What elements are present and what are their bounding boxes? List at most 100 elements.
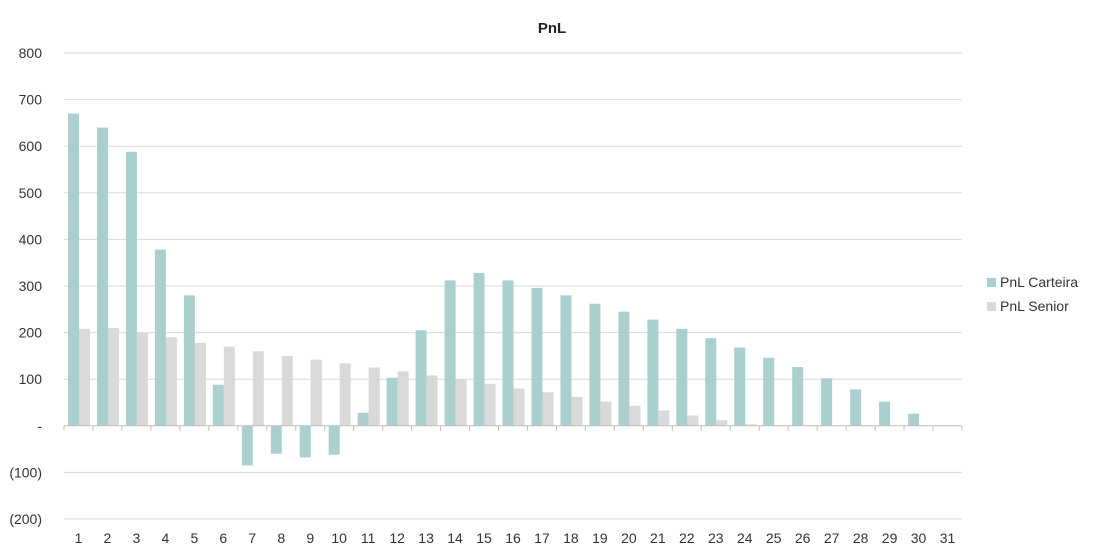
x-tick-label: 10 [331, 530, 347, 546]
bar-senior [194, 342, 206, 426]
x-tick-label: 8 [277, 530, 285, 546]
x-tick-label: 19 [592, 530, 608, 546]
x-tick-label: 13 [418, 530, 434, 546]
y-tick-label: 600 [19, 138, 43, 154]
x-tick-label: 15 [476, 530, 492, 546]
x-tick-label: 24 [737, 530, 753, 546]
bar-carteira [618, 311, 630, 426]
bar-carteira [502, 280, 514, 426]
x-tick-label: 6 [219, 530, 227, 546]
legend-label: PnL Carteira [1000, 274, 1078, 290]
x-tick-label: 2 [104, 530, 112, 546]
bar-carteira [270, 425, 282, 454]
x-axis-ticks: 1 2 3 4 5 6 7 8 9 10 11 12 13 14 15 16 17 18 19 20 21 22 23 24 2… [75, 530, 956, 546]
x-tick-label: 16 [505, 530, 521, 546]
bar-carteira [589, 303, 601, 426]
y-tick-label: 200 [19, 325, 43, 341]
x-tick-label: 4 [161, 530, 169, 546]
x-tick-label: 29 [882, 530, 898, 546]
bar-senior [629, 405, 641, 426]
bar-carteira [357, 412, 369, 426]
bars [68, 113, 920, 466]
bar-senior [745, 424, 757, 426]
bar-carteira [473, 272, 485, 426]
x-tick-label: 5 [190, 530, 198, 546]
x-tick-label: 25 [766, 530, 782, 546]
bar-carteira [647, 319, 659, 426]
bar-senior [716, 420, 728, 426]
bar-carteira [328, 425, 340, 455]
bar-carteira [96, 127, 108, 426]
bar-carteira [531, 287, 543, 426]
x-tick-label: 9 [306, 530, 314, 546]
bar-senior [136, 332, 148, 426]
y-tick-label: 800 [19, 45, 43, 61]
x-tick-label: 31 [940, 530, 956, 546]
legend: PnL Carteira PnL Senior [987, 274, 1078, 314]
bar-senior [484, 383, 496, 426]
x-tick-label: 12 [389, 530, 405, 546]
x-tick-label: 7 [248, 530, 256, 546]
bar-senior [252, 351, 264, 426]
y-tick-label: 300 [19, 278, 43, 294]
x-tick-label: 30 [911, 530, 927, 546]
bar-senior [600, 401, 612, 426]
bar-carteira [415, 330, 427, 426]
bar-carteira [850, 389, 862, 426]
x-tick-label: 1 [75, 530, 83, 546]
legend-swatch [987, 278, 996, 287]
bar-senior [397, 371, 409, 426]
bar-carteira [299, 425, 311, 458]
bar-senior [658, 410, 670, 426]
bar-carteira [734, 347, 746, 426]
bar-senior [79, 328, 90, 426]
x-tick-label: 11 [361, 530, 376, 546]
bar-carteira [908, 413, 920, 426]
bar-carteira [68, 113, 79, 426]
bar-carteira [792, 367, 804, 426]
bar-carteira [444, 280, 456, 426]
x-tick-label: 18 [563, 530, 579, 546]
x-tick-label: 14 [447, 530, 463, 546]
x-tick-label: 23 [708, 530, 724, 546]
bar-carteira [879, 401, 891, 426]
x-tick-label: 26 [795, 530, 811, 546]
bar-carteira [386, 377, 398, 426]
y-tick-label: (100) [9, 464, 42, 480]
bar-carteira [763, 357, 775, 426]
bar-senior [426, 375, 438, 426]
bar-senior [687, 415, 699, 426]
legend-label: PnL Senior [1000, 298, 1069, 314]
x-tick-label: 21 [650, 530, 666, 546]
bar-senior [339, 363, 351, 426]
bar-senior [223, 346, 235, 426]
bar-carteira [676, 328, 688, 426]
x-tick-label: 22 [679, 530, 695, 546]
bar-carteira [821, 378, 833, 426]
bar-senior [165, 337, 177, 426]
bar-carteira [241, 425, 253, 466]
bar-carteira [183, 295, 195, 426]
bar-senior [571, 396, 583, 426]
x-tick-label: 28 [853, 530, 869, 546]
x-tick-label: 3 [133, 530, 141, 546]
y-axis-ticks: 800 700 600 500 400 300 200 100 - (100) (200) [9, 45, 42, 527]
y-tick-label: 100 [19, 371, 43, 387]
bar-carteira [212, 384, 224, 426]
bar-senior [513, 388, 525, 426]
bar-carteira [154, 249, 166, 426]
bar-senior [455, 379, 467, 426]
x-tick-label: 17 [534, 530, 550, 546]
x-tick-label: 27 [824, 530, 840, 546]
legend-swatch [987, 302, 996, 311]
y-tick-label: 400 [19, 231, 43, 247]
bar-senior [107, 327, 119, 426]
bar-senior [281, 355, 293, 426]
bar-carteira [705, 338, 717, 426]
y-tick-label: (200) [9, 511, 42, 527]
x-axis [63, 425, 963, 431]
x-tick-label: 20 [621, 530, 637, 546]
bar-senior [310, 359, 322, 426]
y-tick-label: 700 [19, 92, 43, 108]
